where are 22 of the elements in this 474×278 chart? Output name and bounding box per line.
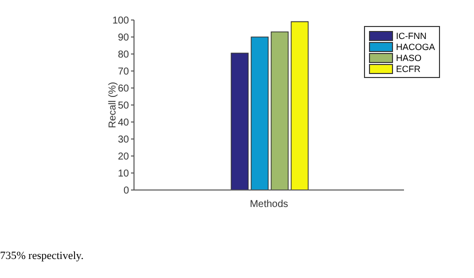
x-axis-title: Methods <box>250 199 288 210</box>
y-tick-label: 40 <box>118 118 130 129</box>
y-tick-label: 60 <box>118 84 130 95</box>
y-tick-label: 90 <box>118 32 130 44</box>
text: 735% respectively. <box>0 250 84 262</box>
y-tick-label: 50 <box>118 100 130 112</box>
bar <box>290 21 309 190</box>
y-tick-label: 70 <box>118 66 130 78</box>
legend-label: ECFR <box>396 64 420 74</box>
legend-label: IC-FNN <box>396 30 426 40</box>
y-tick-label: 30 <box>118 134 130 146</box>
bar <box>270 32 289 190</box>
y-axis-title: Recall (%) <box>108 82 119 128</box>
y-tick-label: 80 <box>118 50 130 61</box>
y-tick-label: 20 <box>118 152 130 163</box>
y-tick-label: 0 <box>123 186 130 197</box>
legend-label: HACOGA <box>396 42 436 52</box>
bar <box>230 52 249 190</box>
bar <box>250 36 269 190</box>
legend-label: HASO <box>396 52 422 62</box>
y-tick-label: 10 <box>118 168 130 180</box>
y-tick-label: 100 <box>112 16 130 27</box>
